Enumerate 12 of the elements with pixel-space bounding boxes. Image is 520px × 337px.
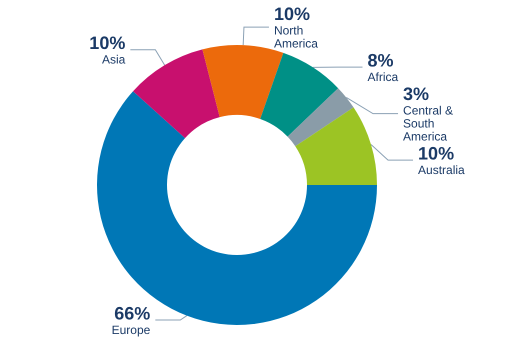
slice-label: Asia [102,52,126,67]
slice-label: Europe [112,323,151,337]
data-label: 10% [89,33,126,54]
data-label: 66% [114,304,150,324]
data-label: 10% [274,4,310,24]
data-label: 8% [367,50,394,71]
data-label: 3% [403,84,430,104]
slice-label: Australia [418,163,466,178]
data-label: 10% [418,144,454,164]
slice-label: North America [274,24,318,51]
slice-label: Central & South America [403,104,454,144]
slice-label: Africa [367,70,398,84]
